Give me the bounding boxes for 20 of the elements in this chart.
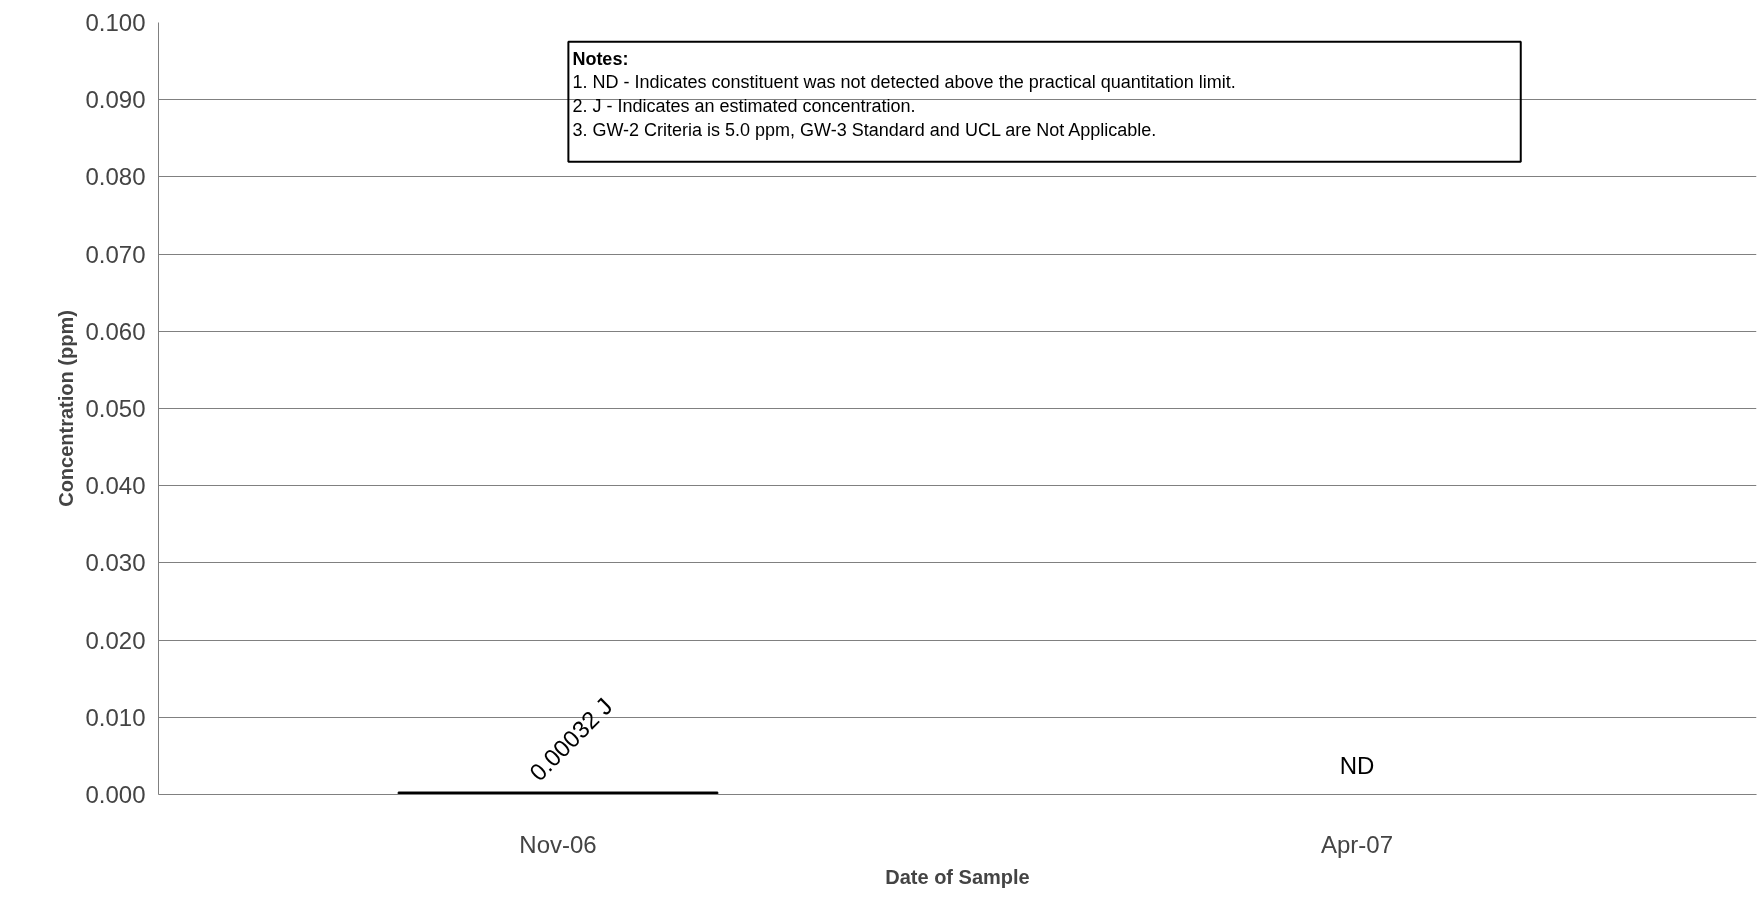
y-tick-label: 0.050	[85, 395, 146, 422]
y-tick-label: 0.080	[85, 163, 146, 191]
y-tick-label: 0.030	[85, 549, 146, 577]
y-tick-label: 0.060	[85, 317, 146, 345]
text: ND	[1339, 751, 1375, 779]
y-tick-label: 0.040	[85, 472, 146, 500]
y-tick-label: 0.100	[85, 9, 146, 36]
y-tick-label: 0.090	[85, 86, 146, 114]
y-tick-label: 0.070	[85, 240, 146, 268]
x-tick-label: Nov-06	[519, 830, 597, 858]
y-tick-label: 0.010	[85, 703, 146, 731]
annotation: Notes:	[572, 48, 629, 69]
y-tick-label: 0.000	[85, 781, 146, 808]
x-tick-label: Apr-07	[1320, 830, 1394, 858]
x-axis-title: Date of Sample	[885, 865, 1030, 888]
annotation: 2. J - Indicates an estimated concentration.	[572, 95, 916, 116]
y-axis-title: Concentration (ppm)	[55, 310, 78, 507]
annotation: 1. ND - Indicates constituent was not detected above the practical quantitation limit.	[572, 71, 1236, 92]
y-tick-label: 0.020	[85, 626, 146, 654]
annotation: 3. GW-2 Criteria is 5.0 ppm, GW-3 Standard and UCL are Not Applicable.	[572, 119, 1157, 140]
